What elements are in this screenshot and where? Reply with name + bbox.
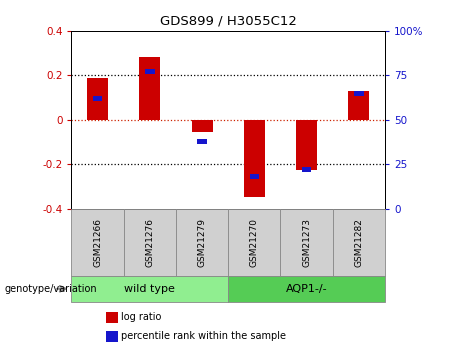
Bar [296,120,317,170]
Text: GSM21276: GSM21276 [145,218,154,267]
Text: percentile rank within the sample: percentile rank within the sample [121,332,286,341]
Text: wild type: wild type [124,284,175,294]
Bar [145,69,154,75]
Title: GDS899 / H3055C12: GDS899 / H3055C12 [160,14,296,27]
Text: GSM21266: GSM21266 [93,218,102,267]
Text: AQP1-/-: AQP1-/- [286,284,327,294]
Bar [139,57,160,120]
Bar [333,209,385,276]
Bar [71,209,124,276]
Bar [302,167,311,172]
Bar [71,276,228,302]
Bar [93,96,102,101]
Bar [124,209,176,276]
Text: GSM21270: GSM21270 [250,218,259,267]
Bar [228,209,280,276]
Bar [280,209,333,276]
Bar [192,120,213,132]
Bar [87,78,108,120]
Bar [244,120,265,197]
Bar [354,91,364,96]
Text: GSM21273: GSM21273 [302,218,311,267]
Text: genotype/variation: genotype/variation [5,284,97,294]
Bar [249,174,259,179]
Bar [349,91,369,120]
Bar [228,276,385,302]
Bar [176,209,228,276]
Text: GSM21279: GSM21279 [198,218,207,267]
Bar [197,139,207,144]
Text: GSM21282: GSM21282 [355,218,363,267]
Text: log ratio: log ratio [121,313,162,322]
